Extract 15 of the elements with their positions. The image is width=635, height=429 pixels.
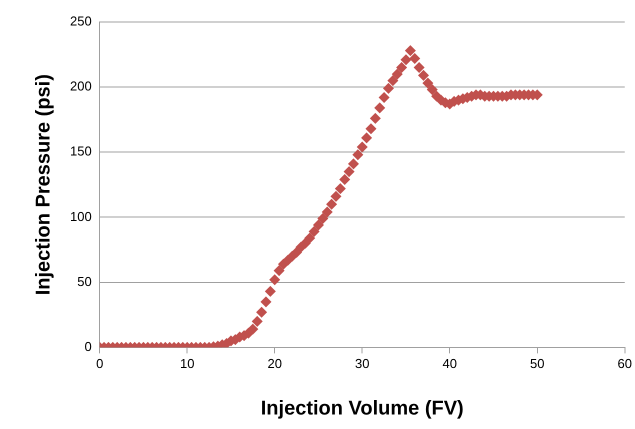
y-tick-label: 200 — [70, 78, 92, 94]
y-tick-label: 250 — [70, 14, 92, 29]
y-tick-label: 0 — [84, 338, 92, 354]
x-tick-label: 50 — [530, 356, 544, 371]
y-axis-title: Injection Pressure (psi) — [32, 74, 55, 296]
x-tick-label: 0 — [96, 356, 104, 371]
x-tick-label: 60 — [618, 356, 632, 371]
y-tick-label: 150 — [70, 144, 92, 159]
y-tick-label: 50 — [77, 274, 92, 289]
x-axis-title: Injection Volume (FV) — [260, 398, 464, 420]
x-tick-label: 40 — [442, 356, 457, 371]
x-tick-label: 10 — [180, 356, 194, 371]
y-tick-label: 100 — [70, 208, 92, 224]
x-tick-label: 20 — [267, 356, 282, 371]
x-tick-label: 30 — [354, 356, 370, 371]
